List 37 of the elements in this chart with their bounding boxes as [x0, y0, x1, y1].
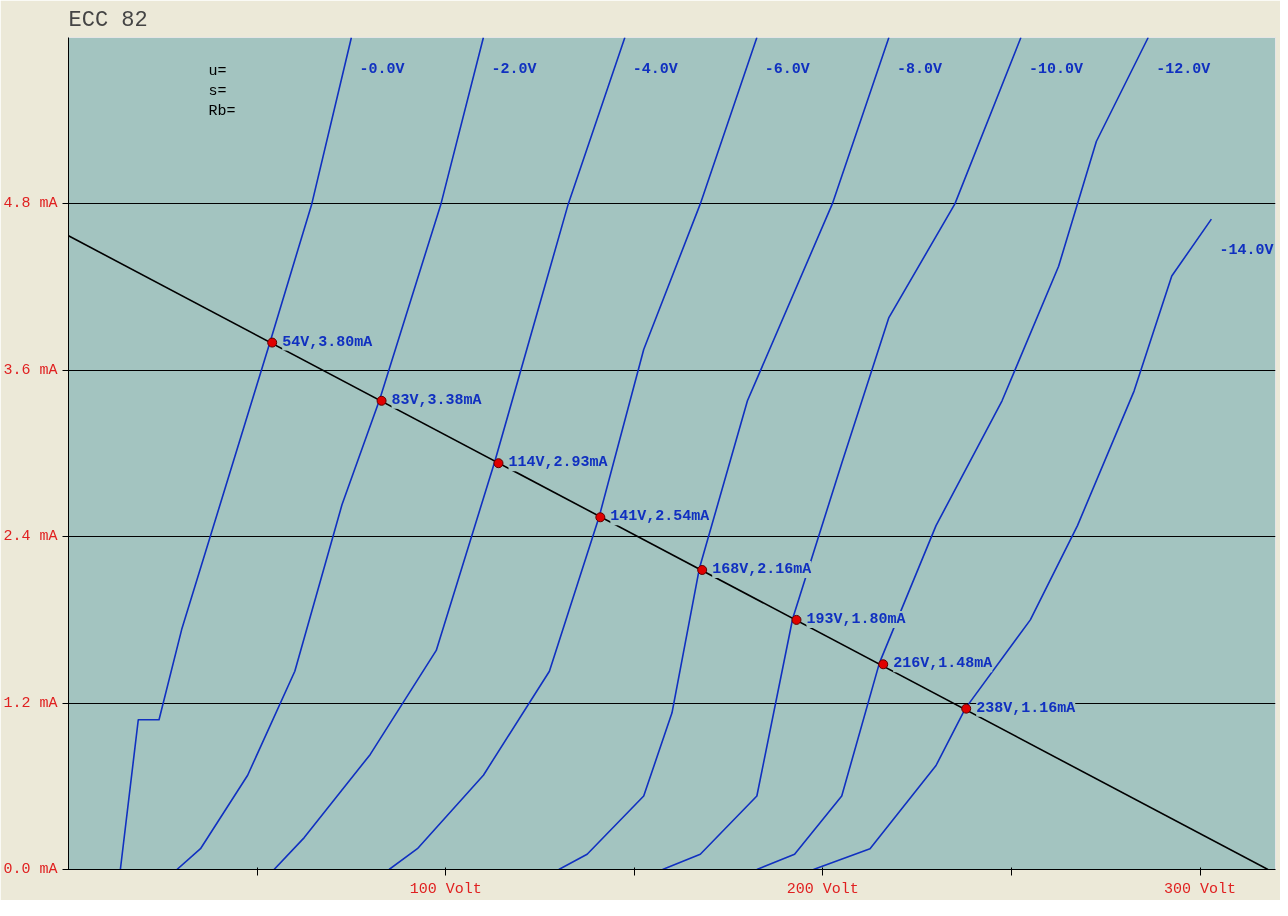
y-tick-label: 2.4 mA	[3, 528, 58, 546]
point	[791, 614, 802, 625]
series-label: -6.0V	[764, 60, 810, 78]
series-label: -12.0V	[1156, 60, 1211, 78]
x-tick-label: 300 Volt	[1164, 880, 1237, 898]
y-tick-label: 0.0 mA	[3, 861, 58, 878]
annotation: 216V,1.48mA	[893, 655, 993, 673]
point	[697, 564, 708, 575]
series-label: -10.0V	[1028, 60, 1083, 78]
annotation: 114V,2.93mA	[508, 454, 608, 472]
chart-title: ECC 82	[68, 7, 148, 33]
series-label: -14.0V	[1219, 242, 1274, 260]
point	[493, 458, 504, 469]
annotation: s=	[208, 82, 227, 100]
y-tick-label: 1.2 mA	[3, 694, 58, 712]
series-label: -4.0V	[632, 60, 678, 78]
point	[595, 512, 606, 523]
annotation: 193V,1.80mA	[806, 610, 906, 628]
annotation: 83V,3.38mA	[391, 391, 482, 409]
series-label: -0.0V	[359, 60, 405, 78]
series-label: -8.0V	[896, 60, 942, 78]
line-series	[176, 37, 485, 870]
annotation: Rb=	[208, 102, 236, 120]
annotation: u=	[208, 62, 227, 80]
point	[878, 659, 889, 670]
x-tick-label: 200 Volt	[786, 880, 859, 898]
y-tick-label: 3.6 mA	[3, 361, 58, 379]
point	[267, 337, 278, 348]
annotation: 168V,2.16mA	[712, 560, 812, 578]
annotation: 54V,3.80mA	[282, 333, 373, 351]
point	[376, 395, 387, 406]
series-label: -2.0V	[491, 60, 537, 78]
annotation: 141V,2.54mA	[610, 508, 710, 526]
annotation: 238V,1.16mA	[976, 699, 1076, 717]
y-tick-label: 4.8 mA	[3, 195, 58, 213]
x-tick-label: 100 Volt	[409, 880, 482, 898]
point	[961, 703, 972, 714]
